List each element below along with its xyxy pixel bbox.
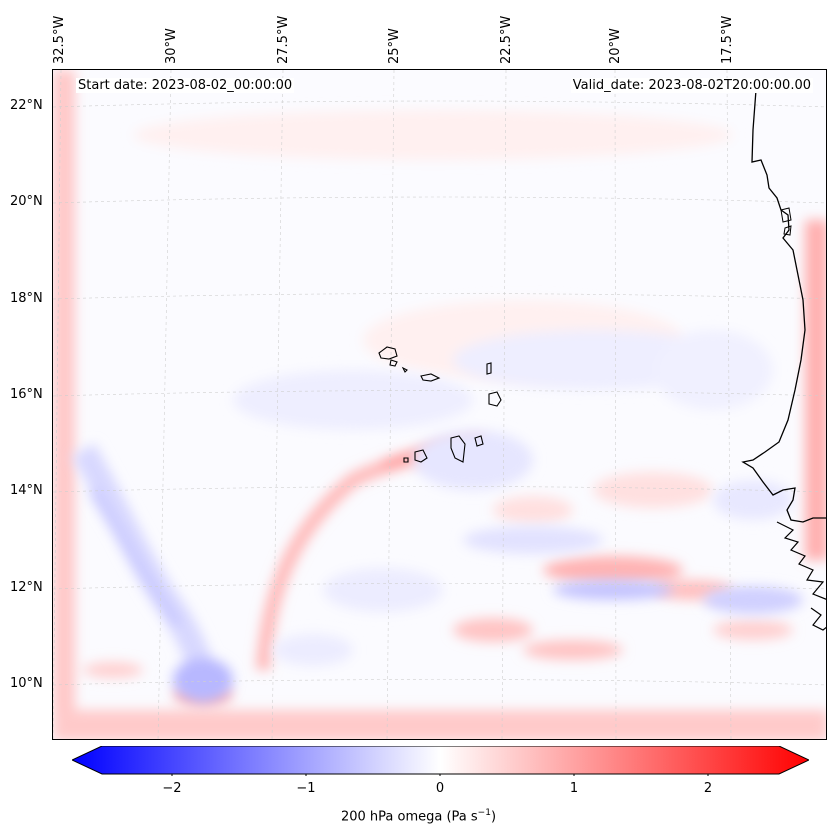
colorbar-tick-neg1: −1 xyxy=(296,781,316,796)
lon-label-27-5w: 27.5°W xyxy=(276,15,291,64)
cabo-verde-islands xyxy=(378,346,502,463)
lon-label-32-5w: 32.5°W xyxy=(52,15,67,64)
colorbar-tick-0: 0 xyxy=(435,781,445,796)
lon-label-17-5w: 17.5°W xyxy=(720,15,735,64)
lon-label-20w: 20°W xyxy=(608,28,623,64)
omega-map xyxy=(52,69,827,740)
lat-label-20n: 20°N xyxy=(10,194,43,209)
coastal-islands xyxy=(780,207,792,236)
colorbar-label: 200 hPa omega (Pa s−1) xyxy=(340,808,497,825)
lat-label-22n: 22°N xyxy=(10,98,43,113)
valid-date-label: Valid_date: 2023-08-02T20:00:00.00 xyxy=(570,78,813,93)
map-gridlines xyxy=(53,70,826,739)
omega-field xyxy=(53,70,826,739)
lat-label-12n: 12°N xyxy=(10,580,43,595)
lat-label-16n: 16°N xyxy=(10,387,43,402)
colorbar-ticks xyxy=(171,774,709,776)
african-coastline xyxy=(741,89,826,523)
lon-label-25w: 25°W xyxy=(387,28,402,64)
colorbar xyxy=(72,746,809,776)
lat-label-10n: 10°N xyxy=(10,676,43,691)
lon-label-30w: 30°W xyxy=(164,28,179,64)
lat-label-18n: 18°N xyxy=(10,291,43,306)
lon-label-22-5w: 22.5°W xyxy=(499,15,514,64)
colorbar-tick-1: 1 xyxy=(569,781,579,796)
colorbar-tick-neg2: −2 xyxy=(162,781,182,796)
coastline-inlets xyxy=(776,521,826,631)
start-date-label: Start date: 2023-08-02_00:00:00 xyxy=(76,78,295,93)
negative-omega-regions xyxy=(71,330,803,705)
lat-label-14n: 14°N xyxy=(10,483,43,498)
colorbar-tick-2: 2 xyxy=(703,781,713,796)
